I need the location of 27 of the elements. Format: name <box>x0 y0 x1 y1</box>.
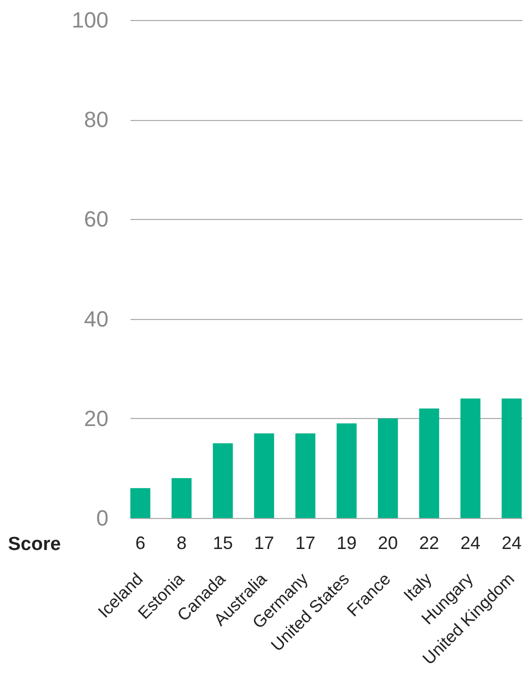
y-tick-label: 40 <box>84 306 108 332</box>
data-label: 24 <box>460 533 480 553</box>
bar <box>502 398 522 518</box>
data-label: 20 <box>378 533 398 553</box>
bar <box>378 418 398 518</box>
bar <box>336 423 357 518</box>
data-label: 15 <box>212 533 233 553</box>
bar <box>130 488 150 518</box>
data-label: 17 <box>254 533 274 553</box>
data-label: 17 <box>295 533 316 553</box>
data-label: 6 <box>135 533 146 553</box>
bar <box>254 433 274 518</box>
y-tick-label: 80 <box>84 107 108 132</box>
text: Score <box>8 534 61 555</box>
bar <box>295 433 316 518</box>
bar <box>460 398 480 518</box>
y-tick-label: 60 <box>84 206 108 232</box>
data-label: 19 <box>336 533 357 553</box>
bar <box>212 443 233 518</box>
y-tick-label: 100 <box>72 8 108 32</box>
data-label: 22 <box>419 533 440 553</box>
bar <box>172 478 192 518</box>
bar <box>419 408 440 518</box>
y-tick-label: 20 <box>84 406 108 431</box>
data-label: 24 <box>502 533 522 553</box>
data-label: 8 <box>176 533 187 553</box>
y-tick-label: 0 <box>96 506 108 530</box>
